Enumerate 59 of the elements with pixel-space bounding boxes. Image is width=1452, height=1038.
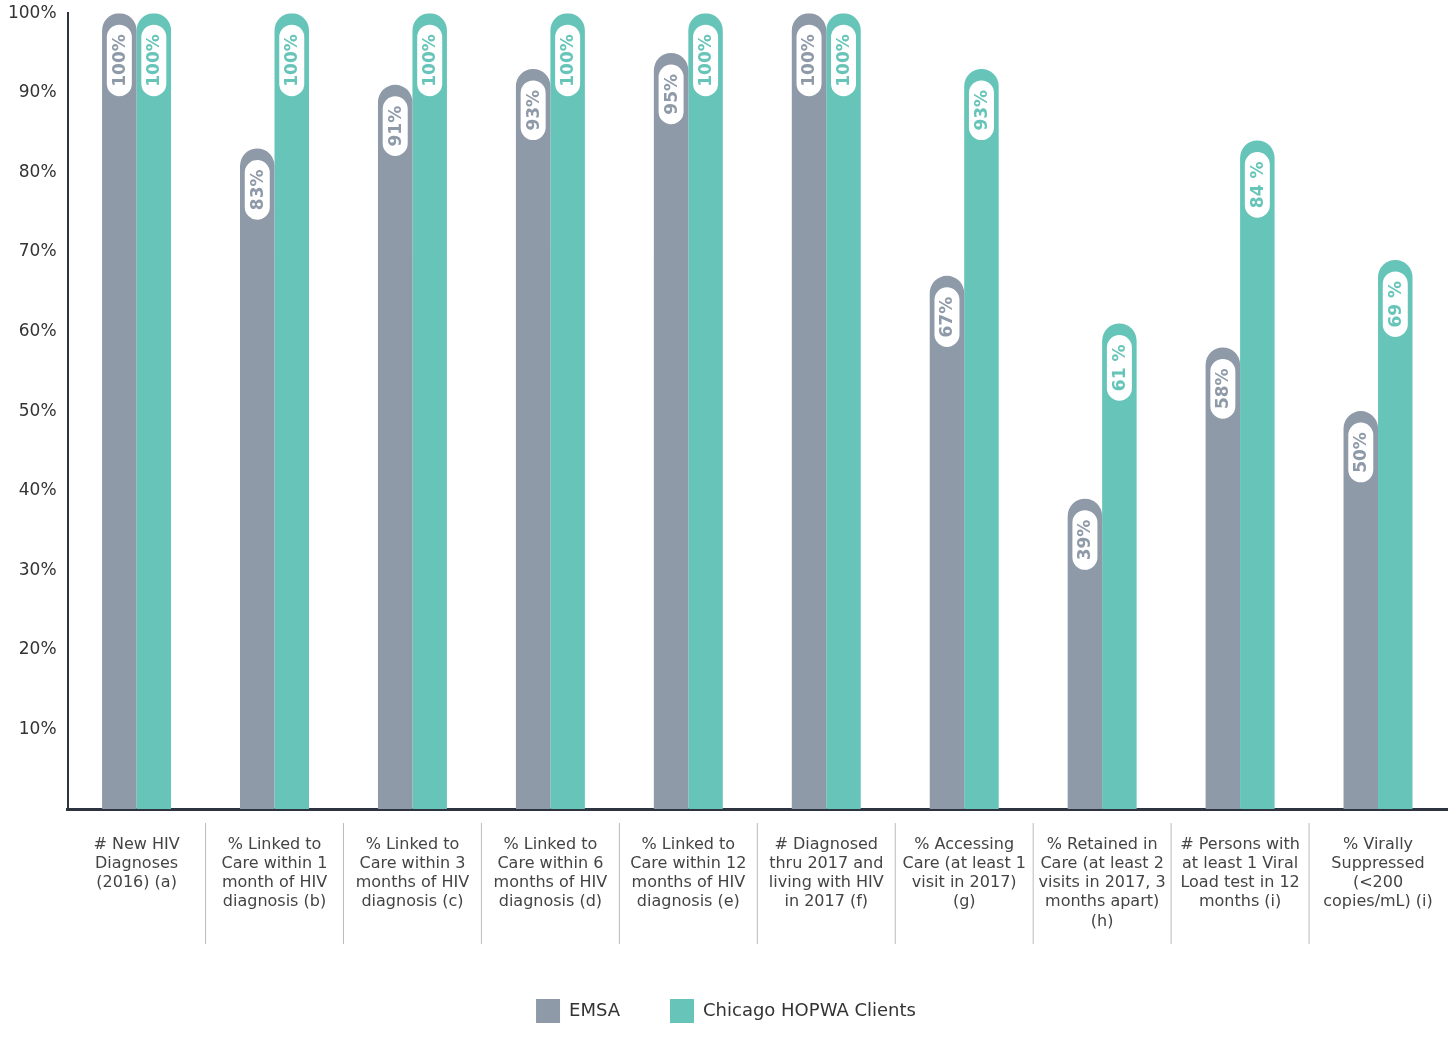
bar xyxy=(1240,140,1275,809)
x-tick-label: # Persons with at least 1 Viral Load test in 12 months (i) xyxy=(1180,833,1300,911)
legend-label: EMSA xyxy=(569,998,621,1020)
data-label: 100% xyxy=(419,34,440,87)
data-label: 100% xyxy=(108,34,129,87)
bar xyxy=(377,84,413,809)
x-tick-label: % Linked to Care within 1 month of HIV diagnosis (b) xyxy=(221,833,328,911)
y-tick-label: 30% xyxy=(18,558,57,579)
data-label: 100% xyxy=(798,34,819,87)
data-label: 39% xyxy=(1074,519,1095,561)
data-label: 50% xyxy=(1350,432,1371,473)
x-tick-label: % Linked to Care within 6 months of HIV diagnosis (d) xyxy=(493,833,608,911)
data-label: 91% xyxy=(384,105,405,147)
bar xyxy=(653,52,689,809)
bar xyxy=(412,13,447,809)
bar xyxy=(929,275,965,809)
data-label: 69 % xyxy=(1384,280,1405,328)
x-tick-label: # New HIV Diagnoses (2016) (a) xyxy=(93,833,180,892)
data-label: 95% xyxy=(660,73,681,115)
data-label: 100% xyxy=(832,34,853,87)
x-tick-label: % Linked to Care within 12 months of HIV diagnosis (e) xyxy=(630,833,747,911)
bar xyxy=(688,13,723,809)
y-tick-label: 10% xyxy=(18,717,57,738)
x-tick-label: # Diagnosed thru 2017 and living with HIV in 2017 (f) xyxy=(768,833,884,911)
bar xyxy=(826,13,861,809)
bar xyxy=(274,13,309,809)
y-tick-label: 100% xyxy=(7,1,57,22)
data-label: 100% xyxy=(281,34,302,87)
bar xyxy=(550,13,585,809)
data-label: 61 % xyxy=(1108,344,1129,392)
y-tick-label: 40% xyxy=(18,479,57,500)
data-label: 100% xyxy=(694,34,715,87)
data-label: 100% xyxy=(557,34,578,87)
bar xyxy=(136,13,172,809)
legend-label: Chicago HOPWA Clients xyxy=(703,998,916,1020)
y-tick-label: 70% xyxy=(18,240,57,261)
y-tick-label: 60% xyxy=(18,319,57,340)
data-label: 83% xyxy=(246,169,267,211)
bar xyxy=(964,68,999,809)
data-label: 93% xyxy=(522,89,543,131)
bar xyxy=(515,68,551,809)
data-label: 67% xyxy=(936,296,957,338)
data-label: 84 % xyxy=(1246,161,1267,209)
y-tick-label: 80% xyxy=(18,160,57,181)
bar xyxy=(1205,347,1241,809)
x-tick-label: % Linked to Care within 3 months of HIV diagnosis (c) xyxy=(355,833,470,911)
x-tick-label: % Retained in Care (at least 2 visits in 2017, 3 months apart) (h) xyxy=(1038,833,1166,930)
bar xyxy=(240,148,275,809)
y-tick-label: 90% xyxy=(18,81,57,102)
bar xyxy=(791,13,827,809)
x-tick-label: % Accessing Care (at least 1 visit in 2017) (g) xyxy=(902,833,1026,911)
data-label: 93% xyxy=(970,89,991,131)
y-tick-label: 50% xyxy=(18,399,57,420)
data-label: 58% xyxy=(1212,368,1233,410)
data-label: 100% xyxy=(143,34,164,87)
bar xyxy=(102,13,137,809)
x-tick-label: % Virally Suppressed (<200 copies/mL) (i) xyxy=(1323,833,1433,911)
bar xyxy=(1378,259,1413,809)
y-tick-label: 20% xyxy=(18,638,57,659)
